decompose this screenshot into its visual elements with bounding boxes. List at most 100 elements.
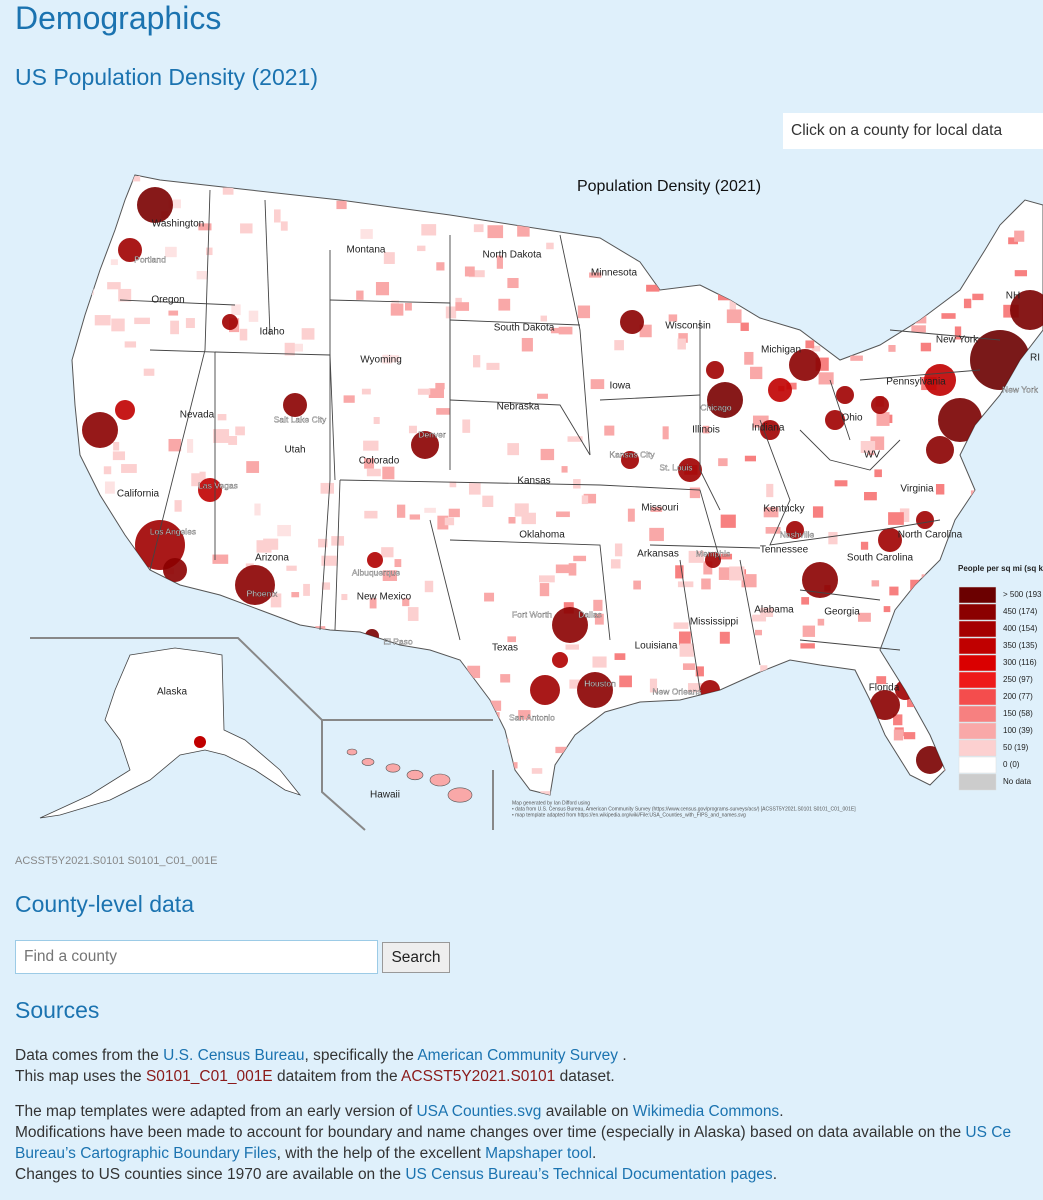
county [94,315,111,326]
county [670,753,686,763]
county [780,719,790,730]
county [343,395,355,403]
county [789,767,798,775]
county [687,264,700,271]
county [373,417,380,424]
state-label: South Dakota [494,323,555,334]
metro-area [926,436,954,464]
text-line: Changes to US counties since 1970 are av… [15,1164,1043,1185]
link[interactable]: US Ce [965,1124,1012,1141]
legend-label: 200 (77) [1003,692,1033,701]
county [270,593,282,608]
county [364,458,375,469]
county [903,269,914,279]
county [539,583,550,597]
hawaii-island [346,748,358,756]
county [845,688,854,696]
county [110,259,118,266]
link[interactable]: Bureau’s Cartographic Boundary Files [15,1145,277,1162]
county [455,302,470,311]
state-border [699,320,721,511]
county [464,266,475,277]
legend-swatch [958,773,997,791]
county [277,524,291,537]
legend-swatch [958,705,997,723]
metro-area [871,396,889,414]
county [531,768,543,774]
link[interactable]: U.S. Census Bureau [163,1047,305,1064]
county [90,214,104,222]
sources: Data comes from the U.S. Census Bureau, … [15,1045,1043,1199]
legend-swatch [958,603,997,621]
county [750,366,763,380]
county [507,277,519,289]
county [179,624,193,635]
state-label: Colorado [359,456,400,467]
alaska [39,647,302,819]
county [935,484,945,495]
city-label: San Antonio [509,712,555,722]
link[interactable]: ACSST5Y2021.S0101 [401,1068,556,1085]
county [138,625,149,636]
text-line: This map uses the S0101_C01_001E dataite… [15,1066,1043,1087]
county [239,328,248,341]
county [511,762,518,769]
paragraph: The map templates were adapted from an e… [15,1101,1043,1185]
legend-swatch [958,688,997,706]
county [883,606,891,613]
county [801,597,810,605]
state-border [739,559,761,666]
city-label: Salt Lake City [274,414,327,424]
legend-swatch [958,586,997,604]
county [812,506,824,518]
link[interactable]: Wikimedia Commons [632,1103,780,1120]
state-border [334,479,341,631]
link[interactable]: Mapshaper tool [485,1145,593,1162]
link[interactable]: S0101_C01_001E [145,1068,273,1085]
county-search-input[interactable] [15,940,378,974]
county [649,527,664,542]
legend-label: 350 (135) [1003,641,1038,650]
text: available on [541,1103,633,1120]
county [253,694,270,705]
county [289,343,303,352]
county [455,690,466,703]
text: dataset. [555,1068,615,1085]
county [540,791,551,795]
county [800,229,811,242]
county [487,225,504,239]
county [482,495,494,508]
state-border [859,369,981,381]
city-label: Phoenix [247,588,278,598]
metro-area [137,187,173,223]
county [682,663,695,670]
legend-swatch [958,722,997,740]
link[interactable]: US Census Bureau’s Technical Documentati… [405,1166,773,1183]
county [539,197,550,207]
county [341,593,348,601]
city-label: Kansas City [609,449,655,459]
county [770,278,779,286]
county [917,609,925,621]
county-hint: Click on a county for local data [783,113,1043,149]
metro-area [283,393,307,417]
county [113,441,120,451]
county [637,764,645,777]
county [729,566,745,581]
link[interactable]: American Community Survey [417,1047,619,1064]
county [619,675,632,688]
insets [30,637,494,831]
county [646,284,660,292]
county [466,724,477,736]
county [752,283,765,289]
map[interactable]: Washington Oregon California Nevada Idaho Mon… [0,0,1043,840]
county [206,247,213,256]
county [752,614,767,622]
county [750,696,757,703]
county [565,763,581,772]
link[interactable]: USA Counties.svg [416,1103,542,1120]
metro-area [678,458,702,482]
county [486,362,500,370]
search-button[interactable]: Search [382,942,450,973]
county [905,679,916,688]
